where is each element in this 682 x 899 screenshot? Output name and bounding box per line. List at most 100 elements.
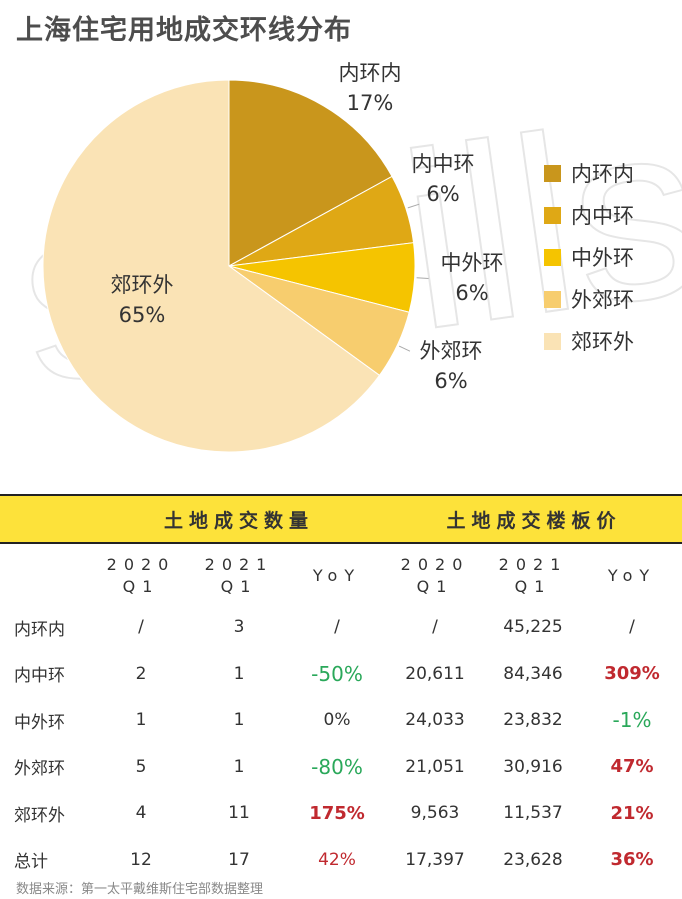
table-cell: 175% bbox=[309, 802, 365, 824]
data-table-container: 土地成交数量 土地成交楼板价 2020 Q1 2021 Q1 YoY 2020 Q1 2021… bbox=[0, 494, 682, 883]
table-cell: / bbox=[138, 617, 144, 638]
table-cell: -50% bbox=[311, 661, 363, 686]
table-cell: 1 bbox=[233, 710, 245, 731]
group-header-price: 土地成交楼板价 bbox=[386, 494, 682, 544]
slice-value-label: 6% bbox=[426, 182, 459, 206]
table-cell: 17 bbox=[228, 849, 250, 870]
sub-header-5: YoY bbox=[582, 543, 682, 604]
slice-value-label: 65% bbox=[119, 303, 166, 327]
table-cell: 47% bbox=[610, 756, 654, 778]
legend: 内环内内中环中外环外郊环郊环外 bbox=[544, 152, 634, 362]
table-cell: 24,033 bbox=[405, 710, 465, 731]
sub-header-line1: 2021 bbox=[498, 555, 568, 574]
table-cell: 45,225 bbox=[503, 617, 563, 638]
table-cell: / bbox=[629, 617, 635, 638]
table-cell: 23,832 bbox=[503, 710, 563, 731]
pie-slice bbox=[228, 79, 393, 267]
leader-line bbox=[407, 203, 420, 209]
legend-swatch bbox=[544, 290, 561, 308]
legend-label: 内环内 bbox=[571, 162, 634, 186]
legend-swatch bbox=[544, 206, 561, 224]
pie-chart: 内环内 17% 内中环 6% 中外环 6% 外郊环 6% 郊环外 65% bbox=[42, 61, 504, 453]
sub-header-line2: Q1 bbox=[220, 577, 258, 596]
table-cell: 1 bbox=[233, 756, 245, 777]
table-row: 内中环 2 1 -50% 20,611 84,346 309% bbox=[0, 651, 682, 698]
row-label: 外郊环 bbox=[14, 759, 65, 780]
table-cell: 42% bbox=[318, 849, 356, 870]
table-cell: 23,628 bbox=[503, 849, 563, 870]
sub-header-corner bbox=[0, 543, 92, 604]
legend-item: 中外环 bbox=[544, 236, 634, 278]
sub-header-row: 2020 Q1 2021 Q1 YoY 2020 Q1 2021 Q1 YoY bbox=[0, 543, 682, 604]
sub-header-line2: Q1 bbox=[416, 577, 454, 596]
sub-header-2: YoY bbox=[288, 543, 386, 604]
slice-value-label: 17% bbox=[347, 91, 394, 115]
table-cell: 17,397 bbox=[405, 849, 465, 870]
sub-header-line1: YoY bbox=[607, 566, 657, 585]
slice-value-label: 6% bbox=[434, 369, 467, 393]
table-cell: 1 bbox=[233, 663, 245, 684]
legend-item: 内中环 bbox=[544, 194, 634, 236]
table-cell: 84,346 bbox=[503, 663, 563, 684]
sub-header-3: 2020 Q1 bbox=[386, 543, 484, 604]
sub-header-line1: YoY bbox=[312, 566, 362, 585]
table-cell: / bbox=[432, 617, 438, 638]
table-cell: / bbox=[334, 617, 340, 638]
slice-category-label: 内中环 bbox=[412, 152, 475, 176]
table-cell: 11,537 bbox=[503, 803, 563, 824]
sub-header-line1: 2020 bbox=[106, 555, 176, 574]
slice-category-label: 内环内 bbox=[339, 61, 402, 85]
table-cell: 11 bbox=[228, 803, 250, 824]
row-label: 郊环外 bbox=[14, 805, 65, 826]
table-cell: 5 bbox=[135, 756, 147, 777]
source-note: 数据来源：第一太平戴维斯住宅部数据整理 bbox=[16, 882, 264, 897]
table-cell: -80% bbox=[311, 754, 363, 779]
sub-header-4: 2021 Q1 bbox=[484, 543, 582, 604]
table-cell: -1% bbox=[612, 708, 652, 733]
slice-value-label: 6% bbox=[455, 281, 488, 305]
legend-label: 内中环 bbox=[571, 204, 634, 228]
sub-header-line2: Q1 bbox=[514, 577, 552, 596]
row-label: 内中环 bbox=[14, 666, 65, 687]
sub-header-1: 2021 Q1 bbox=[190, 543, 288, 604]
table-row: 外郊环 5 1 -80% 21,051 30,916 47% bbox=[0, 744, 682, 791]
chart-title: 上海住宅用地成交环线分布 bbox=[16, 15, 352, 46]
legend-swatch bbox=[544, 332, 561, 350]
header-corner bbox=[0, 494, 92, 544]
sub-header-0: 2020 Q1 bbox=[92, 543, 190, 604]
row-label: 总计 bbox=[14, 852, 48, 873]
table-cell: 12 bbox=[130, 849, 152, 870]
legend-item: 郊环外 bbox=[544, 320, 634, 362]
table-cell: 36% bbox=[610, 849, 654, 871]
table-body: 内环内 / 3 / / 45,225 / 内中环 2 1 -50% 20,611 84,346 309% 中… bbox=[0, 604, 682, 883]
table-cell: 2 bbox=[135, 663, 147, 684]
legend-label: 郊环外 bbox=[571, 330, 634, 354]
table-cell: 4 bbox=[135, 803, 147, 824]
table-cell: 309% bbox=[604, 663, 660, 685]
data-table: 土地成交数量 土地成交楼板价 2020 Q1 2021 Q1 YoY 2020 Q1 2021… bbox=[0, 494, 682, 883]
legend-swatch bbox=[544, 248, 561, 266]
group-header-row: 土地成交数量 土地成交楼板价 bbox=[0, 494, 682, 544]
table-row: 郊环外 4 11 175% 9,563 11,537 21% bbox=[0, 790, 682, 837]
sub-header-line1: 2020 bbox=[400, 555, 470, 574]
legend-label: 外郊环 bbox=[571, 288, 634, 312]
table-cell: 9,563 bbox=[410, 803, 460, 824]
table-row: 总计 12 17 42% 17,397 23,628 36% bbox=[0, 837, 682, 884]
slice-category-label: 郊环外 bbox=[111, 273, 174, 297]
sub-header-line1: 2021 bbox=[204, 555, 274, 574]
table-cell: 1 bbox=[135, 710, 147, 731]
table-cell: 20,611 bbox=[405, 663, 465, 684]
group-header-quantity: 土地成交数量 bbox=[92, 494, 387, 544]
table-cell: 3 bbox=[233, 617, 245, 638]
table-cell: 0% bbox=[323, 710, 351, 731]
slice-category-label: 外郊环 bbox=[420, 339, 483, 363]
table-cell: 21% bbox=[610, 802, 654, 824]
leader-line bbox=[416, 277, 429, 280]
table-row: 中外环 1 1 0% 24,033 23,832 -1% bbox=[0, 697, 682, 744]
table-cell: 21,051 bbox=[405, 756, 465, 777]
pie-slice bbox=[42, 79, 381, 453]
leader-line bbox=[398, 345, 411, 352]
table-cell: 30,916 bbox=[503, 756, 563, 777]
row-label: 内环内 bbox=[14, 619, 65, 640]
legend-label: 中外环 bbox=[571, 246, 634, 270]
